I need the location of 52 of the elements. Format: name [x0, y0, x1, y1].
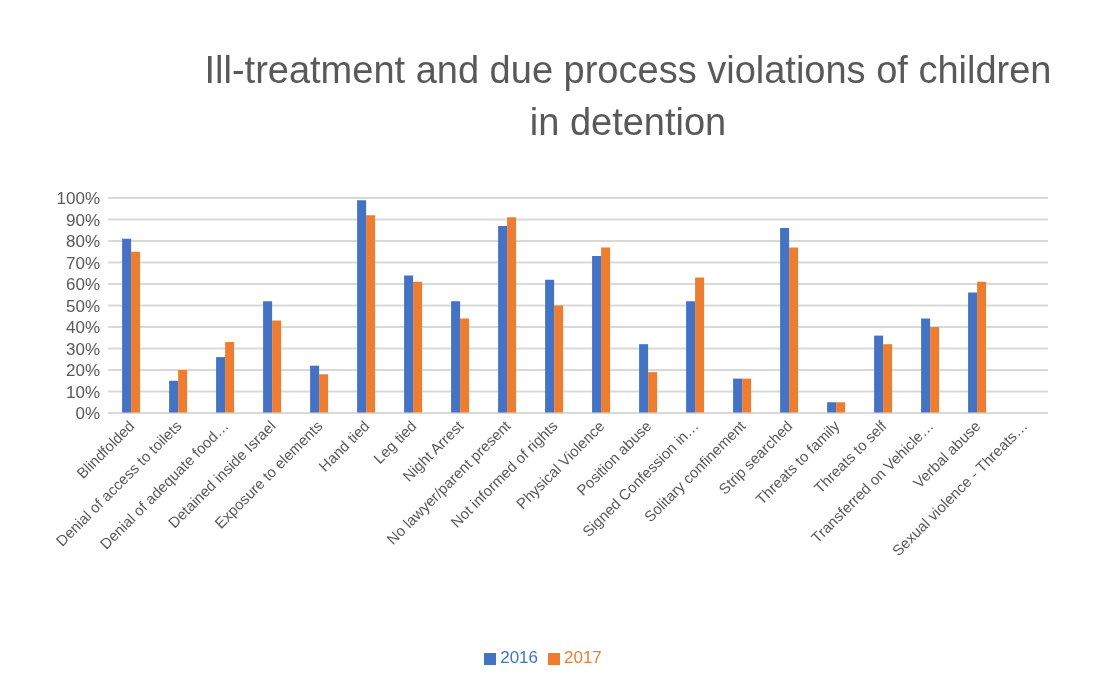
y-tick-label: 60%	[65, 275, 100, 295]
y-tick-label: 80%	[65, 232, 100, 252]
bar	[498, 225, 508, 413]
bar	[742, 378, 752, 413]
y-tick-label: 70%	[65, 253, 100, 273]
bar	[263, 301, 273, 413]
bar	[404, 275, 414, 413]
y-tick-label: 0%	[75, 404, 100, 424]
bar	[319, 374, 329, 413]
bar	[366, 215, 376, 413]
bar	[451, 301, 461, 413]
bar	[874, 335, 884, 413]
bar	[122, 238, 132, 413]
bar	[648, 372, 658, 413]
bar	[695, 277, 705, 413]
bar	[686, 301, 696, 413]
legend-label: 2017	[564, 648, 602, 667]
y-tick-label: 10%	[65, 382, 100, 402]
bar	[225, 342, 235, 413]
bar	[216, 357, 226, 413]
bar	[836, 402, 846, 413]
bar	[178, 370, 188, 413]
y-tick-label: 90%	[65, 210, 100, 230]
bar	[272, 320, 282, 413]
bar	[639, 344, 649, 413]
bar	[827, 402, 837, 413]
bar	[169, 380, 179, 413]
bar	[357, 200, 367, 413]
bar	[413, 281, 423, 413]
legend-label: 2016	[500, 648, 538, 667]
y-tick-label: 40%	[65, 318, 100, 338]
bar	[131, 251, 141, 413]
bar	[977, 281, 987, 413]
bar	[733, 378, 743, 413]
bar	[592, 256, 602, 413]
y-tick-label: 50%	[65, 296, 100, 316]
bar	[601, 247, 611, 413]
y-tick-label: 20%	[65, 361, 100, 381]
bar	[921, 318, 931, 413]
bar	[507, 217, 517, 413]
bar	[545, 279, 555, 413]
bar	[310, 365, 320, 413]
bar	[780, 228, 790, 413]
bar	[968, 292, 978, 413]
chart-title: Ill-treatment and due process violations of children in detention	[203, 48, 1053, 145]
bar	[460, 318, 470, 413]
bar	[789, 247, 799, 413]
bar	[930, 327, 940, 413]
y-tick-label: 100%	[56, 189, 100, 209]
y-tick-label: 30%	[65, 339, 100, 359]
bar	[554, 305, 564, 413]
bar	[883, 344, 893, 413]
